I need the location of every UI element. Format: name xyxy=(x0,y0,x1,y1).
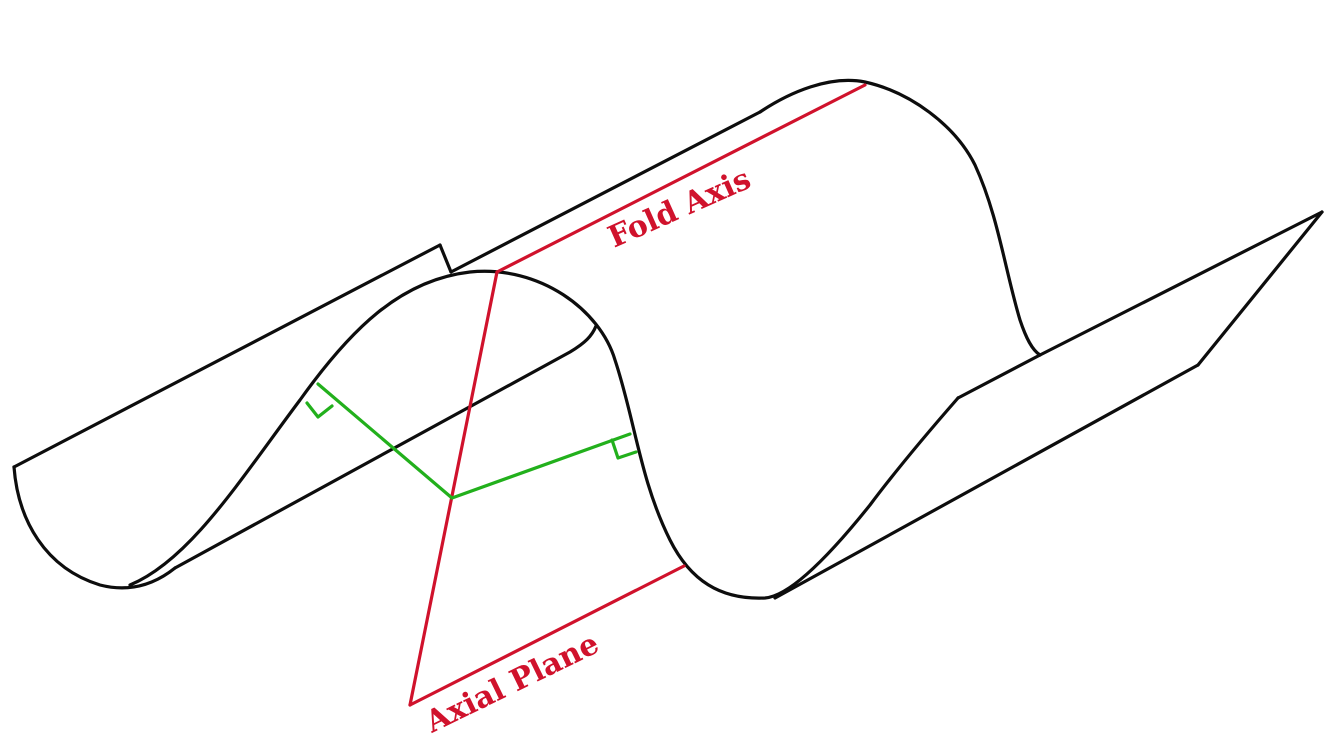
anticline-back-hinge xyxy=(173,324,598,570)
left-perpendicular-line xyxy=(316,382,454,500)
fold-profile-back xyxy=(758,78,1042,357)
left-limb-front-curve xyxy=(12,465,177,590)
right-limb-end-edge xyxy=(1196,210,1324,367)
right-limb-back-edge xyxy=(1038,210,1324,357)
perpendicular-lines xyxy=(305,382,638,500)
right-limb-front-edge xyxy=(773,363,1200,600)
axial-plane-label: Axial Plane xyxy=(419,626,604,739)
left-limb-back-edge xyxy=(12,243,442,469)
right-perpendicular-line xyxy=(450,432,632,500)
fold-surface xyxy=(12,78,1324,600)
fold-axis-label: Fold Axis xyxy=(603,162,756,256)
axial-plane-trace xyxy=(408,270,499,707)
fold-axis-line xyxy=(495,83,867,274)
right-limb-inner-edge xyxy=(956,353,1042,400)
right-right-angle-marker xyxy=(610,438,638,460)
fold-profile-front xyxy=(128,269,960,600)
axial-plane-group xyxy=(408,83,867,707)
left-right-angle-marker xyxy=(305,401,334,419)
axial-plane-bottom-edge xyxy=(408,564,686,707)
left-limb-end-edge xyxy=(438,243,453,274)
anticline-crest-ridge xyxy=(449,110,762,274)
